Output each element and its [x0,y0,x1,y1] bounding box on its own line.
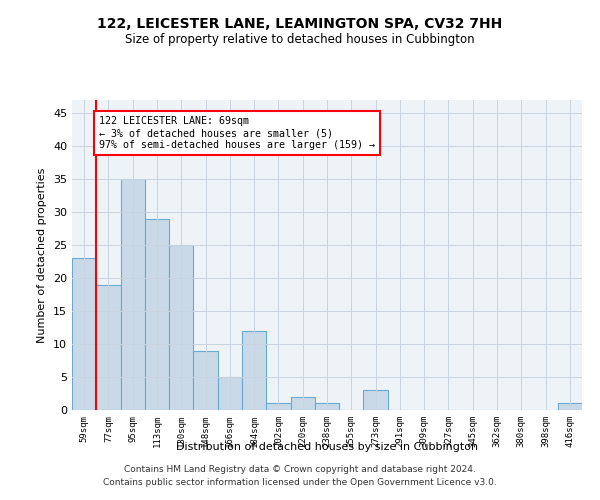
Text: 122 LEICESTER LANE: 69sqm
← 3% of detached houses are smaller (5)
97% of semi-de: 122 LEICESTER LANE: 69sqm ← 3% of detach… [99,116,375,150]
Text: Distribution of detached houses by size in Cubbington: Distribution of detached houses by size … [176,442,478,452]
Text: Size of property relative to detached houses in Cubbington: Size of property relative to detached ho… [125,32,475,46]
Bar [96,284,121,410]
Text: Contains HM Land Registry data © Crown copyright and database right 2024.: Contains HM Land Registry data © Crown c… [124,466,476,474]
Text: 122, LEICESTER LANE, LEAMINGTON SPA, CV32 7HH: 122, LEICESTER LANE, LEAMINGTON SPA, CV3… [97,18,503,32]
Bar [242,331,266,410]
Bar [121,179,145,410]
Bar [193,350,218,410]
Bar [145,218,169,410]
Bar [290,397,315,410]
Text: Contains public sector information licensed under the Open Government Licence v3: Contains public sector information licen… [103,478,497,487]
Bar [218,377,242,410]
Bar [558,404,582,410]
Bar [169,245,193,410]
Bar [315,404,339,410]
Bar [266,404,290,410]
Bar [364,390,388,410]
Y-axis label: Number of detached properties: Number of detached properties [37,168,47,342]
Bar [72,258,96,410]
